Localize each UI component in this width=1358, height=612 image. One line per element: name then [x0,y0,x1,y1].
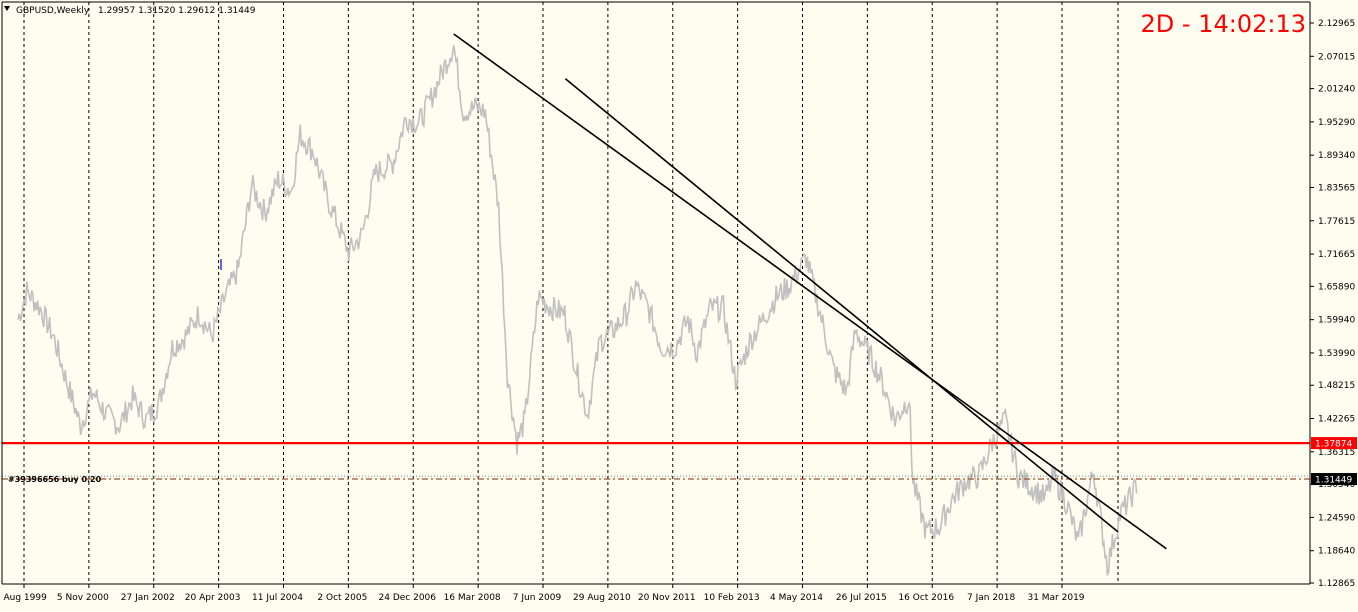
x-tick-label: 20 Nov 2011 [638,593,696,603]
x-tick-label: 4 May 2014 [770,593,823,603]
x-tick-label: 20 Apr 2003 [185,593,241,603]
current-price-tag: 1.31449 [1315,476,1352,486]
y-tick-label: 1.24590 [1318,513,1355,523]
y-tick-label: 1.53990 [1318,349,1355,359]
trendline[interactable] [564,78,1119,533]
countdown-timer: 2D - 14:02:13 [1141,10,1306,38]
y-tick-label: 2.12965 [1318,19,1355,29]
symbol-label: GBPUSD,Weekly [16,6,90,16]
x-tick-label: 16 Mar 2008 [444,593,501,603]
y-tick-label: 1.89340 [1318,151,1355,161]
y-tick-label: 2.01240 [1318,85,1355,95]
current-price-tag-bg [1311,473,1357,486]
y-tick-label: 1.12865 [1318,579,1355,589]
x-tick-label: 31 Mar 2019 [1027,593,1084,603]
price-line [17,45,1138,576]
price-tags: 1.37874 1.31449 [1311,437,1357,486]
axes [1,1,1311,585]
time-scale[interactable]: 15 Aug 1999 5 Nov 2000 27 Jan 2002 20 Apr 2… [0,584,1085,603]
resistance-price-tag: 1.37874 [1315,440,1352,450]
y-tick-label: 1.77615 [1318,217,1355,227]
x-tick-label: 16 Oct 2016 [898,593,954,603]
y-tick-label: 1.83565 [1318,183,1355,193]
price-series [17,45,1138,576]
y-tick-label: 1.59940 [1318,316,1355,326]
y-tick-label: 1.48215 [1318,381,1355,391]
y-tick-label: 2.07015 [1318,52,1355,62]
y-tick-label: 1.95290 [1318,118,1355,128]
horizontal-lines[interactable] [2,441,1310,480]
x-tick-label: 29 Aug 2010 [573,593,631,603]
x-tick-label: 5 Nov 2000 [57,593,109,603]
trendlines[interactable] [453,33,1167,550]
x-tick-label: 26 Jul 2015 [836,593,887,603]
x-tick-label: 15 Aug 1999 [0,593,47,603]
price-scale[interactable]: 2.12965 2.07015 2.01240 1.95290 1.89340 1.835… [1310,19,1355,589]
ohlc-values: 1.29957 1.31520 1.29612 1.31449 [98,6,256,16]
trendline[interactable] [453,33,1167,550]
y-tick-label: 1.42265 [1318,415,1355,425]
x-tick-label: 11 Jul 2004 [252,593,303,603]
y-tick-label: 1.30540 [1318,480,1355,490]
x-tick-label: 2 Oct 2005 [317,593,367,603]
x-tick-label: 24 Dec 2006 [379,593,437,603]
y-tick-label: 1.36315 [1318,448,1355,458]
x-tick-label: 10 Feb 2013 [704,593,760,603]
resistance-price-tag-bg [1311,437,1357,450]
order-label[interactable]: #39396656 buy 0.20 [8,475,102,484]
y-tick-label: 1.65890 [1318,282,1355,292]
symbol-dropdown-icon[interactable] [4,6,10,11]
x-tick-label: 27 Jan 2002 [121,593,175,603]
y-tick-label: 1.71665 [1318,250,1355,260]
x-tick-label: 7 Jan 2018 [967,593,1015,603]
x-tick-label: 7 Jun 2009 [513,593,562,603]
y-tick-label: 1.18640 [1318,547,1355,557]
